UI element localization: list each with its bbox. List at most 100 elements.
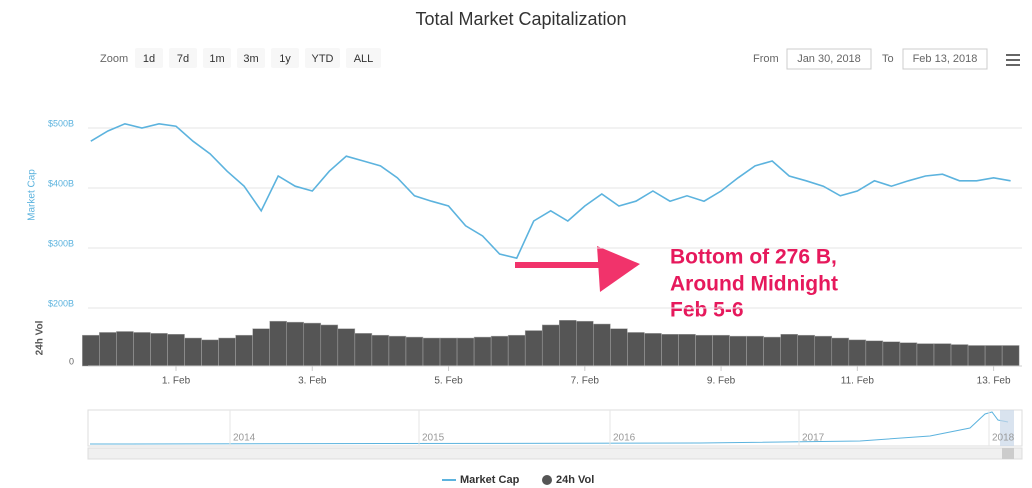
volume-bar bbox=[950, 344, 969, 367]
zoom-button[interactable] bbox=[169, 48, 197, 68]
volume-bar bbox=[576, 320, 594, 367]
zoom-button-label[interactable]: ALL bbox=[354, 53, 374, 65]
volume-bar bbox=[661, 334, 679, 367]
to-date[interactable]: Feb 13, 2018 bbox=[913, 53, 978, 65]
volume-bar bbox=[422, 337, 441, 367]
volume-bar bbox=[882, 341, 901, 367]
volume-bar bbox=[644, 333, 662, 367]
x-tick-label: 3. Feb bbox=[298, 376, 327, 387]
volume-bar bbox=[831, 337, 850, 367]
x-tick-label: 13. Feb bbox=[977, 376, 1011, 387]
y-tick-label: $200B bbox=[48, 298, 74, 308]
annotation: Bottom of 276 B, bbox=[670, 246, 837, 269]
x-tick-label: 9. Feb bbox=[707, 376, 736, 387]
volume-bar bbox=[252, 328, 270, 367]
navigator-label: 2018 bbox=[992, 433, 1015, 444]
annotation: Feb 5-6 bbox=[670, 299, 744, 322]
volume-bar bbox=[150, 333, 168, 367]
volume-bar bbox=[746, 335, 764, 367]
navigator-label: 2014 bbox=[233, 433, 256, 444]
volume-bar bbox=[82, 334, 100, 367]
to-label: To bbox=[882, 53, 894, 65]
volume-bar bbox=[405, 336, 424, 367]
volume-bar bbox=[490, 335, 509, 367]
zoom-button[interactable] bbox=[135, 48, 163, 68]
chart-title: Total Market Capitalization bbox=[415, 9, 626, 29]
volume-bar bbox=[678, 334, 696, 367]
navigator-label: 2017 bbox=[802, 433, 825, 444]
volume-bar bbox=[456, 337, 475, 367]
volume-bar bbox=[286, 321, 305, 367]
y2-axis-title: 24h Vol bbox=[35, 320, 46, 355]
x-tick-label: 7. Feb bbox=[571, 376, 600, 387]
zoom-button[interactable] bbox=[305, 48, 340, 68]
volume-bar bbox=[1001, 345, 1020, 367]
volume-bar bbox=[610, 328, 628, 367]
volume-bar bbox=[933, 343, 952, 367]
zoom-button-label[interactable]: 1y bbox=[279, 53, 291, 65]
zoom-button[interactable] bbox=[237, 48, 265, 68]
volume-bar bbox=[865, 340, 884, 367]
navigator-line bbox=[89, 411, 1009, 445]
zoom-button[interactable] bbox=[346, 48, 381, 68]
from-date[interactable]: Jan 30, 2018 bbox=[797, 53, 861, 65]
x-tick-label: 5. Feb bbox=[434, 376, 463, 387]
from-input[interactable] bbox=[786, 48, 872, 70]
navigator-label: 2015 bbox=[422, 433, 445, 444]
zoom-label: Zoom bbox=[100, 53, 128, 65]
volume-bar bbox=[984, 345, 1003, 367]
volume-bar bbox=[201, 339, 219, 367]
volume-bar bbox=[899, 342, 918, 367]
x-tick-label: 11. Feb bbox=[841, 376, 875, 387]
volume-bar bbox=[269, 320, 287, 367]
y-axis-title: Market Cap bbox=[27, 169, 38, 221]
legend-swatch[interactable] bbox=[542, 475, 552, 485]
navigator[interactable] bbox=[87, 409, 1023, 447]
volume-bar bbox=[235, 334, 253, 367]
navigator-window[interactable] bbox=[1000, 410, 1014, 446]
zoom-button[interactable] bbox=[203, 48, 231, 68]
volume-bar bbox=[99, 332, 117, 367]
volume-bar bbox=[354, 333, 373, 367]
volume-bar bbox=[439, 337, 458, 367]
scrollbar[interactable] bbox=[87, 447, 1023, 460]
volume-bar bbox=[133, 332, 151, 367]
volume-bar bbox=[814, 335, 833, 367]
y-tick-label: $400B bbox=[48, 178, 74, 188]
legend-label[interactable]: 24h Vol bbox=[556, 474, 594, 486]
y2-tick-label: 0 bbox=[69, 356, 74, 366]
volume-bar bbox=[916, 343, 935, 367]
zoom-button-label[interactable]: 1m bbox=[209, 53, 224, 65]
volume-bar bbox=[303, 322, 322, 367]
volume-bar bbox=[320, 324, 339, 367]
navigator-label: 2016 bbox=[613, 433, 636, 444]
volume-bar bbox=[695, 334, 713, 367]
y-tick-label: $300B bbox=[48, 238, 74, 248]
scrollbar-thumb[interactable] bbox=[1002, 448, 1014, 459]
volume-bar bbox=[218, 337, 236, 367]
to-input[interactable] bbox=[902, 48, 988, 70]
volume-bar bbox=[848, 339, 867, 367]
volume-bar bbox=[967, 345, 986, 367]
x-tick-label: 1. Feb bbox=[162, 376, 191, 387]
volume-bar bbox=[763, 336, 781, 367]
annotation-arrow bbox=[515, 246, 640, 292]
menu-icon[interactable] bbox=[1006, 54, 1020, 66]
volume-bar bbox=[780, 334, 798, 367]
volume-bar bbox=[167, 334, 185, 367]
zoom-button-label[interactable]: 3m bbox=[243, 53, 258, 65]
zoom-button-label[interactable]: YTD bbox=[312, 53, 334, 65]
volume-bar bbox=[184, 337, 202, 367]
legend-label[interactable]: Market Cap bbox=[460, 474, 520, 486]
from-label: From bbox=[753, 53, 779, 65]
zoom-button[interactable] bbox=[271, 48, 299, 68]
market-cap-line bbox=[90, 122, 1011, 260]
zoom-button-label[interactable]: 1d bbox=[143, 53, 155, 65]
volume-bar bbox=[524, 330, 543, 367]
zoom-button-label[interactable]: 7d bbox=[177, 53, 189, 65]
volume-bar bbox=[507, 334, 526, 367]
volume-bar bbox=[729, 335, 747, 367]
volume-bar bbox=[116, 331, 134, 367]
volume-bar bbox=[388, 335, 407, 367]
